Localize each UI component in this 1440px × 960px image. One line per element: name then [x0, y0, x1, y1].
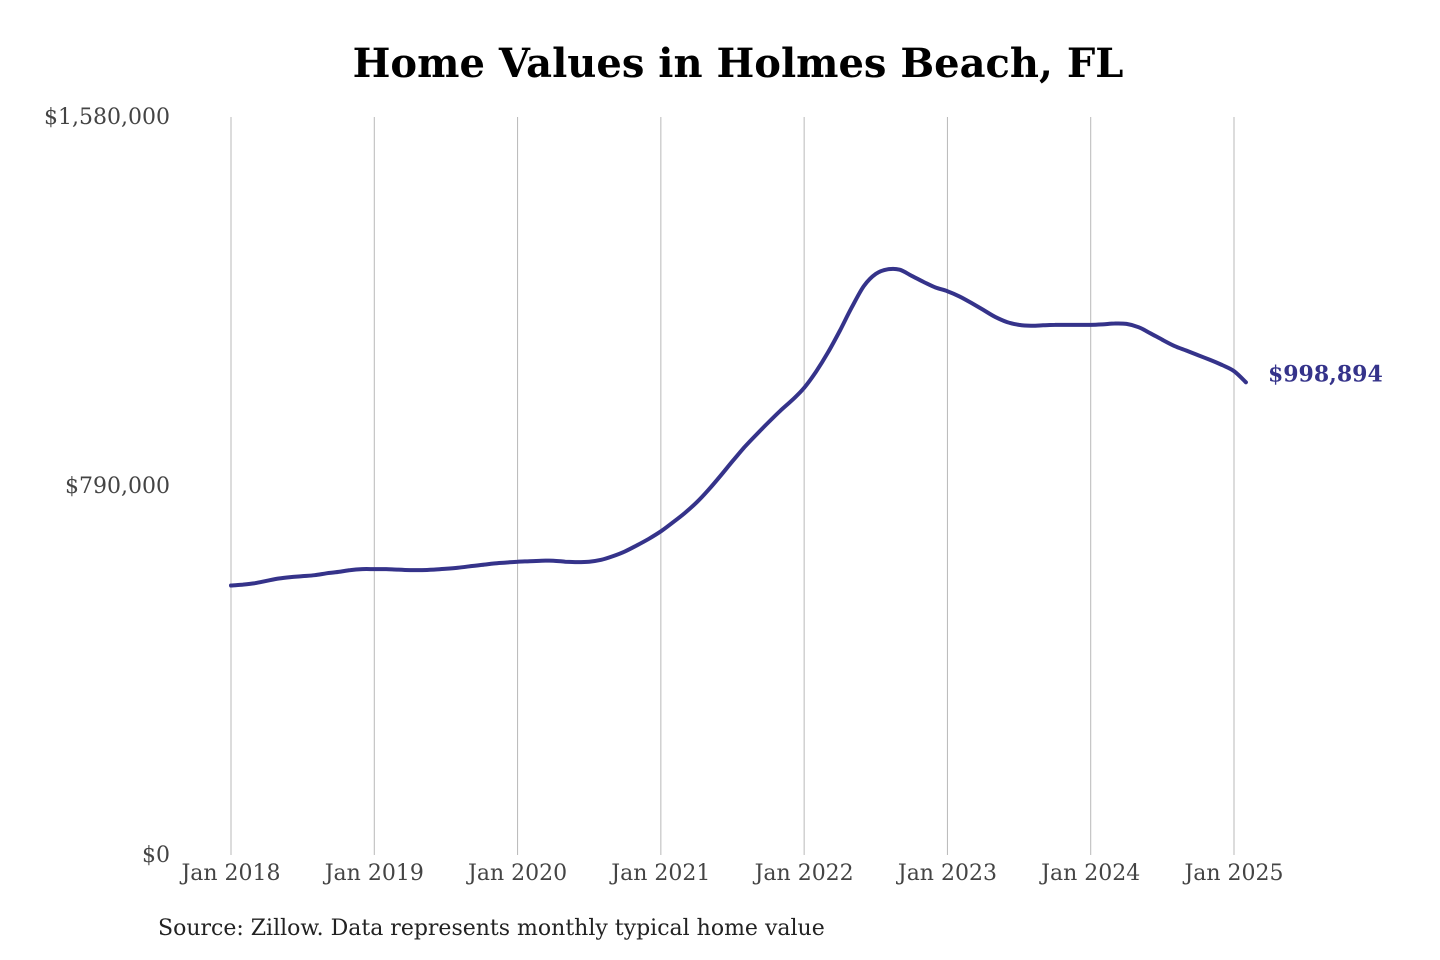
end-value-label: $998,894: [1268, 361, 1383, 387]
x-tick-label: Jan 2022: [753, 861, 854, 886]
x-axis-tick-labels: Jan 2018 Jan 2019 Jan 2020 Jan 2021 Jan 2022…: [179, 861, 1283, 886]
x-tick-label: Jan 2025: [1182, 861, 1283, 886]
y-axis-tick-labels: $0 $790,000 $1,580,000: [44, 105, 170, 868]
y-tick-label: $1,580,000: [44, 105, 170, 130]
y-tick-label: $0: [142, 843, 170, 868]
x-tick-label: Jan 2024: [1039, 861, 1140, 886]
x-tick-label: Jan 2019: [323, 861, 424, 886]
x-tick-label: Jan 2020: [466, 861, 567, 886]
x-tick-label: Jan 2018: [179, 861, 280, 886]
series-layer: [229, 266, 1248, 588]
chart-title: Home Values in Holmes Beach, FL: [352, 40, 1124, 87]
source-note: Source: Zillow. Data represents monthly …: [158, 916, 825, 941]
x-tick-label: Jan 2021: [609, 861, 710, 886]
gridlines: [230, 117, 1235, 855]
series-line: [229, 266, 1248, 588]
x-tick-label: Jan 2023: [896, 861, 997, 886]
y-tick-label: $790,000: [65, 474, 170, 499]
